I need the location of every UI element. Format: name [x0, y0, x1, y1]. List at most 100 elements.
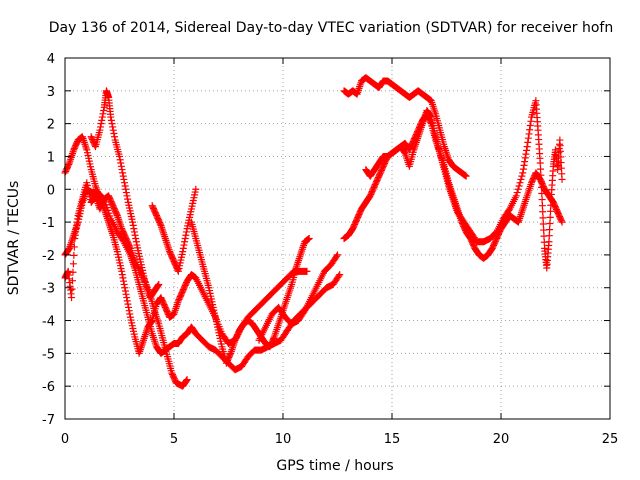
data-point [100, 107, 108, 115]
x-tick-label: 10 [275, 432, 292, 447]
data-point [121, 284, 129, 292]
data-point [538, 196, 546, 204]
data-point [546, 219, 554, 227]
data-point [545, 232, 553, 240]
data-point [516, 179, 524, 187]
y-tick-label: -6 [42, 380, 55, 395]
y-tick-label: 4 [47, 52, 55, 67]
data-point [107, 113, 115, 121]
data-point [537, 183, 545, 191]
data-point [538, 202, 546, 210]
data-point [123, 294, 131, 302]
data-point [182, 231, 190, 239]
data-point [519, 165, 527, 173]
x-tick-label: 20 [493, 432, 510, 447]
data-point [305, 235, 313, 242]
data-point [182, 228, 190, 236]
data-point [181, 238, 189, 246]
x-tick-label: 0 [61, 432, 69, 447]
y-tick-label: 2 [47, 118, 55, 133]
data-point [521, 158, 529, 166]
data-point [539, 208, 547, 216]
data-point [546, 213, 554, 221]
data-point [122, 189, 130, 197]
data-point [181, 235, 189, 242]
data-point [126, 310, 134, 318]
data-point [333, 252, 341, 260]
data-point [514, 185, 522, 193]
series-track-8 [340, 110, 566, 262]
data-point [119, 274, 127, 282]
data-point [130, 228, 138, 236]
data-point [537, 165, 545, 173]
data-point [546, 226, 554, 234]
y-tick-label: -4 [42, 315, 55, 330]
data-point [120, 277, 128, 285]
data-point [111, 133, 119, 141]
data-point [526, 126, 534, 134]
data-point [179, 248, 187, 256]
data-point [526, 122, 534, 130]
y-tick-label: -2 [42, 249, 55, 264]
y-axis-label: SDTVAR / TECUs [6, 181, 22, 296]
data-point [515, 182, 523, 190]
data-point [558, 175, 566, 183]
plot-frame [64, 57, 611, 420]
data-point [522, 150, 530, 158]
data-point [116, 152, 123, 160]
data-point [117, 162, 125, 170]
data-point [518, 172, 526, 180]
data-point [109, 123, 117, 131]
data-point [537, 177, 545, 185]
data-point [119, 169, 127, 177]
data-point [120, 179, 128, 187]
data-point [98, 116, 106, 124]
data-point [69, 260, 77, 268]
data-point [131, 231, 139, 239]
y-tick-label: -1 [42, 216, 55, 231]
data-point [98, 113, 106, 121]
y-tick-label: -7 [42, 413, 55, 428]
data-point [116, 156, 124, 164]
data-point [120, 280, 128, 288]
data-point [558, 218, 566, 226]
data-point [525, 130, 533, 138]
data-point [96, 126, 104, 134]
data-point [192, 185, 200, 193]
data-point [121, 182, 129, 190]
series-track-6 [187, 218, 313, 367]
data-point [132, 235, 140, 242]
data-point [538, 189, 546, 197]
data-point [536, 159, 544, 167]
data-point [427, 112, 435, 120]
data-point [524, 138, 532, 146]
data-point [335, 272, 343, 280]
data-point [123, 192, 131, 200]
data-layer [61, 74, 566, 390]
data-point [539, 220, 547, 228]
data-point [68, 294, 76, 302]
data-point [118, 271, 126, 279]
series-track-5 [148, 185, 200, 275]
data-point [519, 169, 527, 177]
data-point [540, 226, 548, 234]
series-track-10 [362, 97, 566, 272]
data-point [110, 129, 118, 137]
data-point [70, 251, 78, 259]
data-point [524, 134, 532, 142]
data-point [527, 117, 535, 125]
data-point [517, 175, 525, 183]
data-point [547, 201, 555, 209]
data-point [117, 159, 125, 167]
data-point [132, 238, 140, 246]
data-point [557, 217, 565, 225]
y-tick-label: -3 [42, 282, 55, 297]
series-track-4 [61, 185, 344, 374]
series-track-3 [87, 87, 163, 302]
data-point [521, 154, 529, 162]
data-point [523, 143, 531, 151]
data-point [182, 377, 190, 385]
data-point [179, 244, 187, 252]
chart-title: Day 136 of 2014, Sidereal Day-to-day VTE… [49, 20, 613, 36]
